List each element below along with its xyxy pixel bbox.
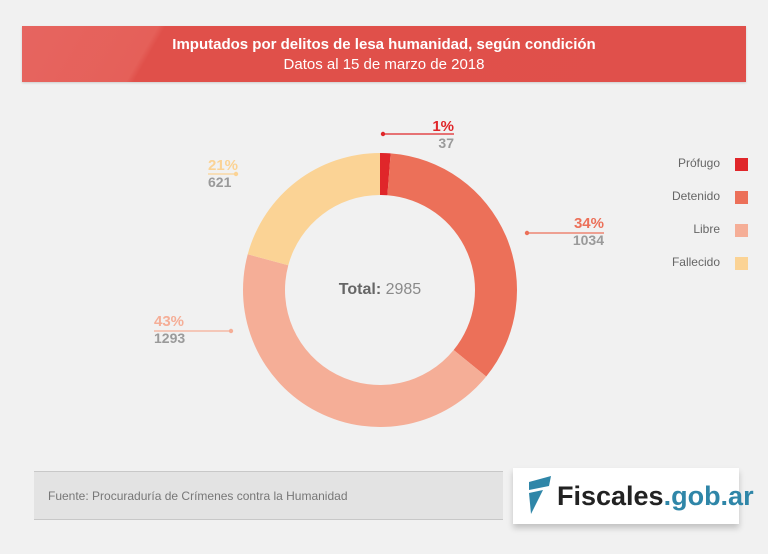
count-label: 1293 — [154, 330, 186, 346]
label-detenido: 34% 1034 — [560, 215, 604, 248]
legend-item-libre: Libre — [640, 222, 750, 255]
logo-text: Fiscales — [557, 481, 664, 511]
legend-label: Libre — [693, 222, 720, 236]
slice-fallecido — [247, 153, 380, 266]
percent-label: 21% — [208, 157, 239, 174]
count-label: 1034 — [572, 232, 604, 248]
percent-label: 1% — [432, 118, 454, 135]
count-label: 37 — [438, 135, 454, 151]
slice-profugo — [380, 153, 391, 196]
count-label: 621 — [208, 174, 232, 190]
total-label: Total: 2985 — [300, 281, 460, 299]
chart-title: Imputados por delitos de lesa humanidad,… — [172, 36, 596, 53]
leader-dot-detenido — [524, 230, 530, 236]
total-prefix: Total: — [338, 281, 382, 298]
legend-item-detenido: Detenido — [640, 189, 750, 222]
legend-swatch — [735, 158, 748, 171]
label-profugo: 1% 37 — [430, 118, 454, 151]
legend-swatch — [735, 224, 748, 237]
source-note: Fuente: Procuraduría de Crímenes contra … — [34, 471, 503, 520]
percent-label: 34% — [573, 215, 604, 232]
title-banner: Imputados por delitos de lesa humanidad,… — [22, 26, 746, 82]
logo-domain: .gob.ar — [663, 481, 754, 511]
fiscales-logo: Fiscales.gob.ar — [513, 468, 754, 524]
leader-dot-profugo — [380, 131, 386, 137]
total-value: 2985 — [385, 281, 422, 298]
legend-swatch — [735, 257, 748, 270]
slice-libre — [242, 254, 487, 427]
label-fallecido: 21% 621 — [208, 157, 238, 190]
label-libre: 43% 1293 — [154, 313, 185, 346]
legend: Prófugo Detenido Libre Fallecido — [640, 156, 750, 288]
legend-item-profugo: Prófugo — [640, 156, 750, 189]
legend-label: Prófugo — [677, 156, 720, 170]
legend-swatch — [735, 191, 748, 204]
leader-dot-libre — [228, 328, 234, 334]
legend-item-fallecido: Fallecido — [640, 255, 750, 288]
percent-label: 43% — [154, 313, 185, 330]
legend-label: Fallecido — [671, 255, 720, 269]
logo-f-icon — [529, 476, 551, 514]
legend-label: Detenido — [671, 189, 720, 203]
leader-dot-fallecido — [233, 171, 239, 177]
slice-detenido — [387, 153, 517, 377]
chart-subtitle: Datos al 15 de marzo de 2018 — [283, 56, 485, 73]
